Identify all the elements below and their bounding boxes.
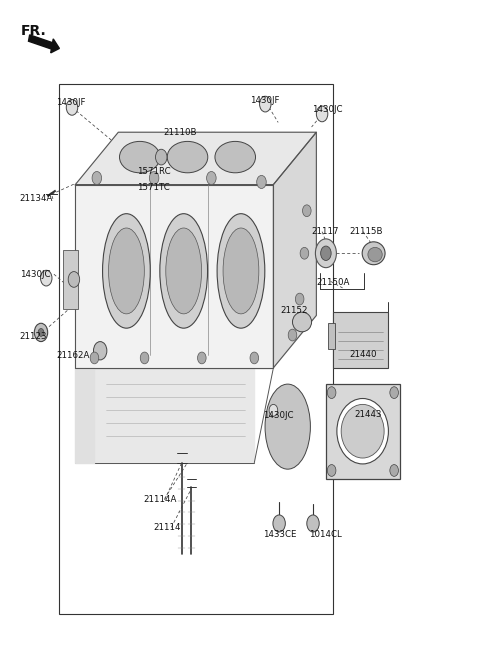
Circle shape — [390, 464, 398, 476]
Circle shape — [38, 328, 44, 336]
Circle shape — [269, 405, 278, 416]
Circle shape — [295, 293, 304, 305]
Circle shape — [66, 99, 78, 115]
Text: 21115B: 21115B — [350, 227, 383, 236]
Circle shape — [300, 248, 309, 259]
Text: 1430JF: 1430JF — [250, 97, 279, 105]
Ellipse shape — [265, 384, 311, 469]
Text: FR.: FR. — [21, 24, 46, 38]
Ellipse shape — [108, 228, 144, 314]
Ellipse shape — [103, 214, 150, 328]
Circle shape — [288, 329, 297, 341]
Polygon shape — [274, 132, 316, 368]
Text: 21114A: 21114A — [144, 495, 177, 505]
Circle shape — [92, 171, 102, 185]
Polygon shape — [75, 368, 95, 463]
Ellipse shape — [215, 141, 255, 173]
Ellipse shape — [120, 141, 160, 173]
Ellipse shape — [217, 214, 265, 328]
Text: 1571RC: 1571RC — [137, 167, 171, 176]
Text: 21114: 21114 — [153, 523, 180, 532]
Polygon shape — [75, 132, 316, 185]
Ellipse shape — [167, 141, 208, 173]
Text: 1430JC: 1430JC — [312, 105, 342, 114]
Circle shape — [156, 149, 167, 165]
Text: 21443: 21443 — [355, 411, 382, 419]
Ellipse shape — [337, 399, 388, 464]
Circle shape — [307, 515, 319, 532]
Circle shape — [315, 239, 336, 267]
Bar — [59, 85, 333, 614]
Ellipse shape — [160, 214, 207, 328]
Text: 21150A: 21150A — [316, 278, 350, 287]
Circle shape — [316, 106, 328, 122]
Ellipse shape — [368, 248, 382, 261]
Ellipse shape — [166, 228, 202, 314]
Bar — [333, 312, 388, 368]
Circle shape — [90, 352, 99, 364]
Circle shape — [390, 387, 398, 399]
Text: 1430JF: 1430JF — [56, 99, 86, 107]
Circle shape — [273, 515, 285, 532]
Bar — [326, 384, 400, 479]
Bar — [63, 250, 78, 309]
Ellipse shape — [341, 405, 384, 458]
Text: 21440: 21440 — [350, 350, 377, 359]
Ellipse shape — [362, 242, 385, 265]
Circle shape — [34, 323, 48, 342]
Circle shape — [257, 175, 266, 189]
Circle shape — [321, 246, 331, 260]
Text: 1430JC: 1430JC — [20, 270, 50, 279]
Circle shape — [327, 387, 336, 399]
Ellipse shape — [292, 312, 312, 332]
Text: 1571TC: 1571TC — [137, 183, 170, 193]
Bar — [328, 323, 336, 350]
Ellipse shape — [223, 228, 259, 314]
Text: 1014CL: 1014CL — [309, 530, 342, 539]
Circle shape — [68, 271, 80, 287]
Text: 21110B: 21110B — [164, 127, 197, 137]
Circle shape — [149, 171, 159, 185]
Text: 21162A: 21162A — [56, 351, 90, 361]
Text: 1433CE: 1433CE — [263, 530, 297, 539]
Text: 21117: 21117 — [312, 227, 339, 236]
Circle shape — [198, 352, 206, 364]
Circle shape — [327, 464, 336, 476]
Circle shape — [140, 352, 149, 364]
Circle shape — [250, 352, 259, 364]
Polygon shape — [75, 185, 274, 368]
FancyArrow shape — [28, 35, 60, 53]
Text: 21123: 21123 — [20, 332, 47, 341]
Circle shape — [302, 205, 311, 217]
Text: 1430JC: 1430JC — [263, 411, 293, 420]
Text: 21152: 21152 — [281, 306, 308, 315]
Circle shape — [206, 171, 216, 185]
Text: 21134A: 21134A — [20, 194, 53, 204]
Polygon shape — [95, 368, 254, 463]
Circle shape — [94, 342, 107, 360]
Circle shape — [260, 97, 271, 112]
Circle shape — [40, 270, 52, 286]
